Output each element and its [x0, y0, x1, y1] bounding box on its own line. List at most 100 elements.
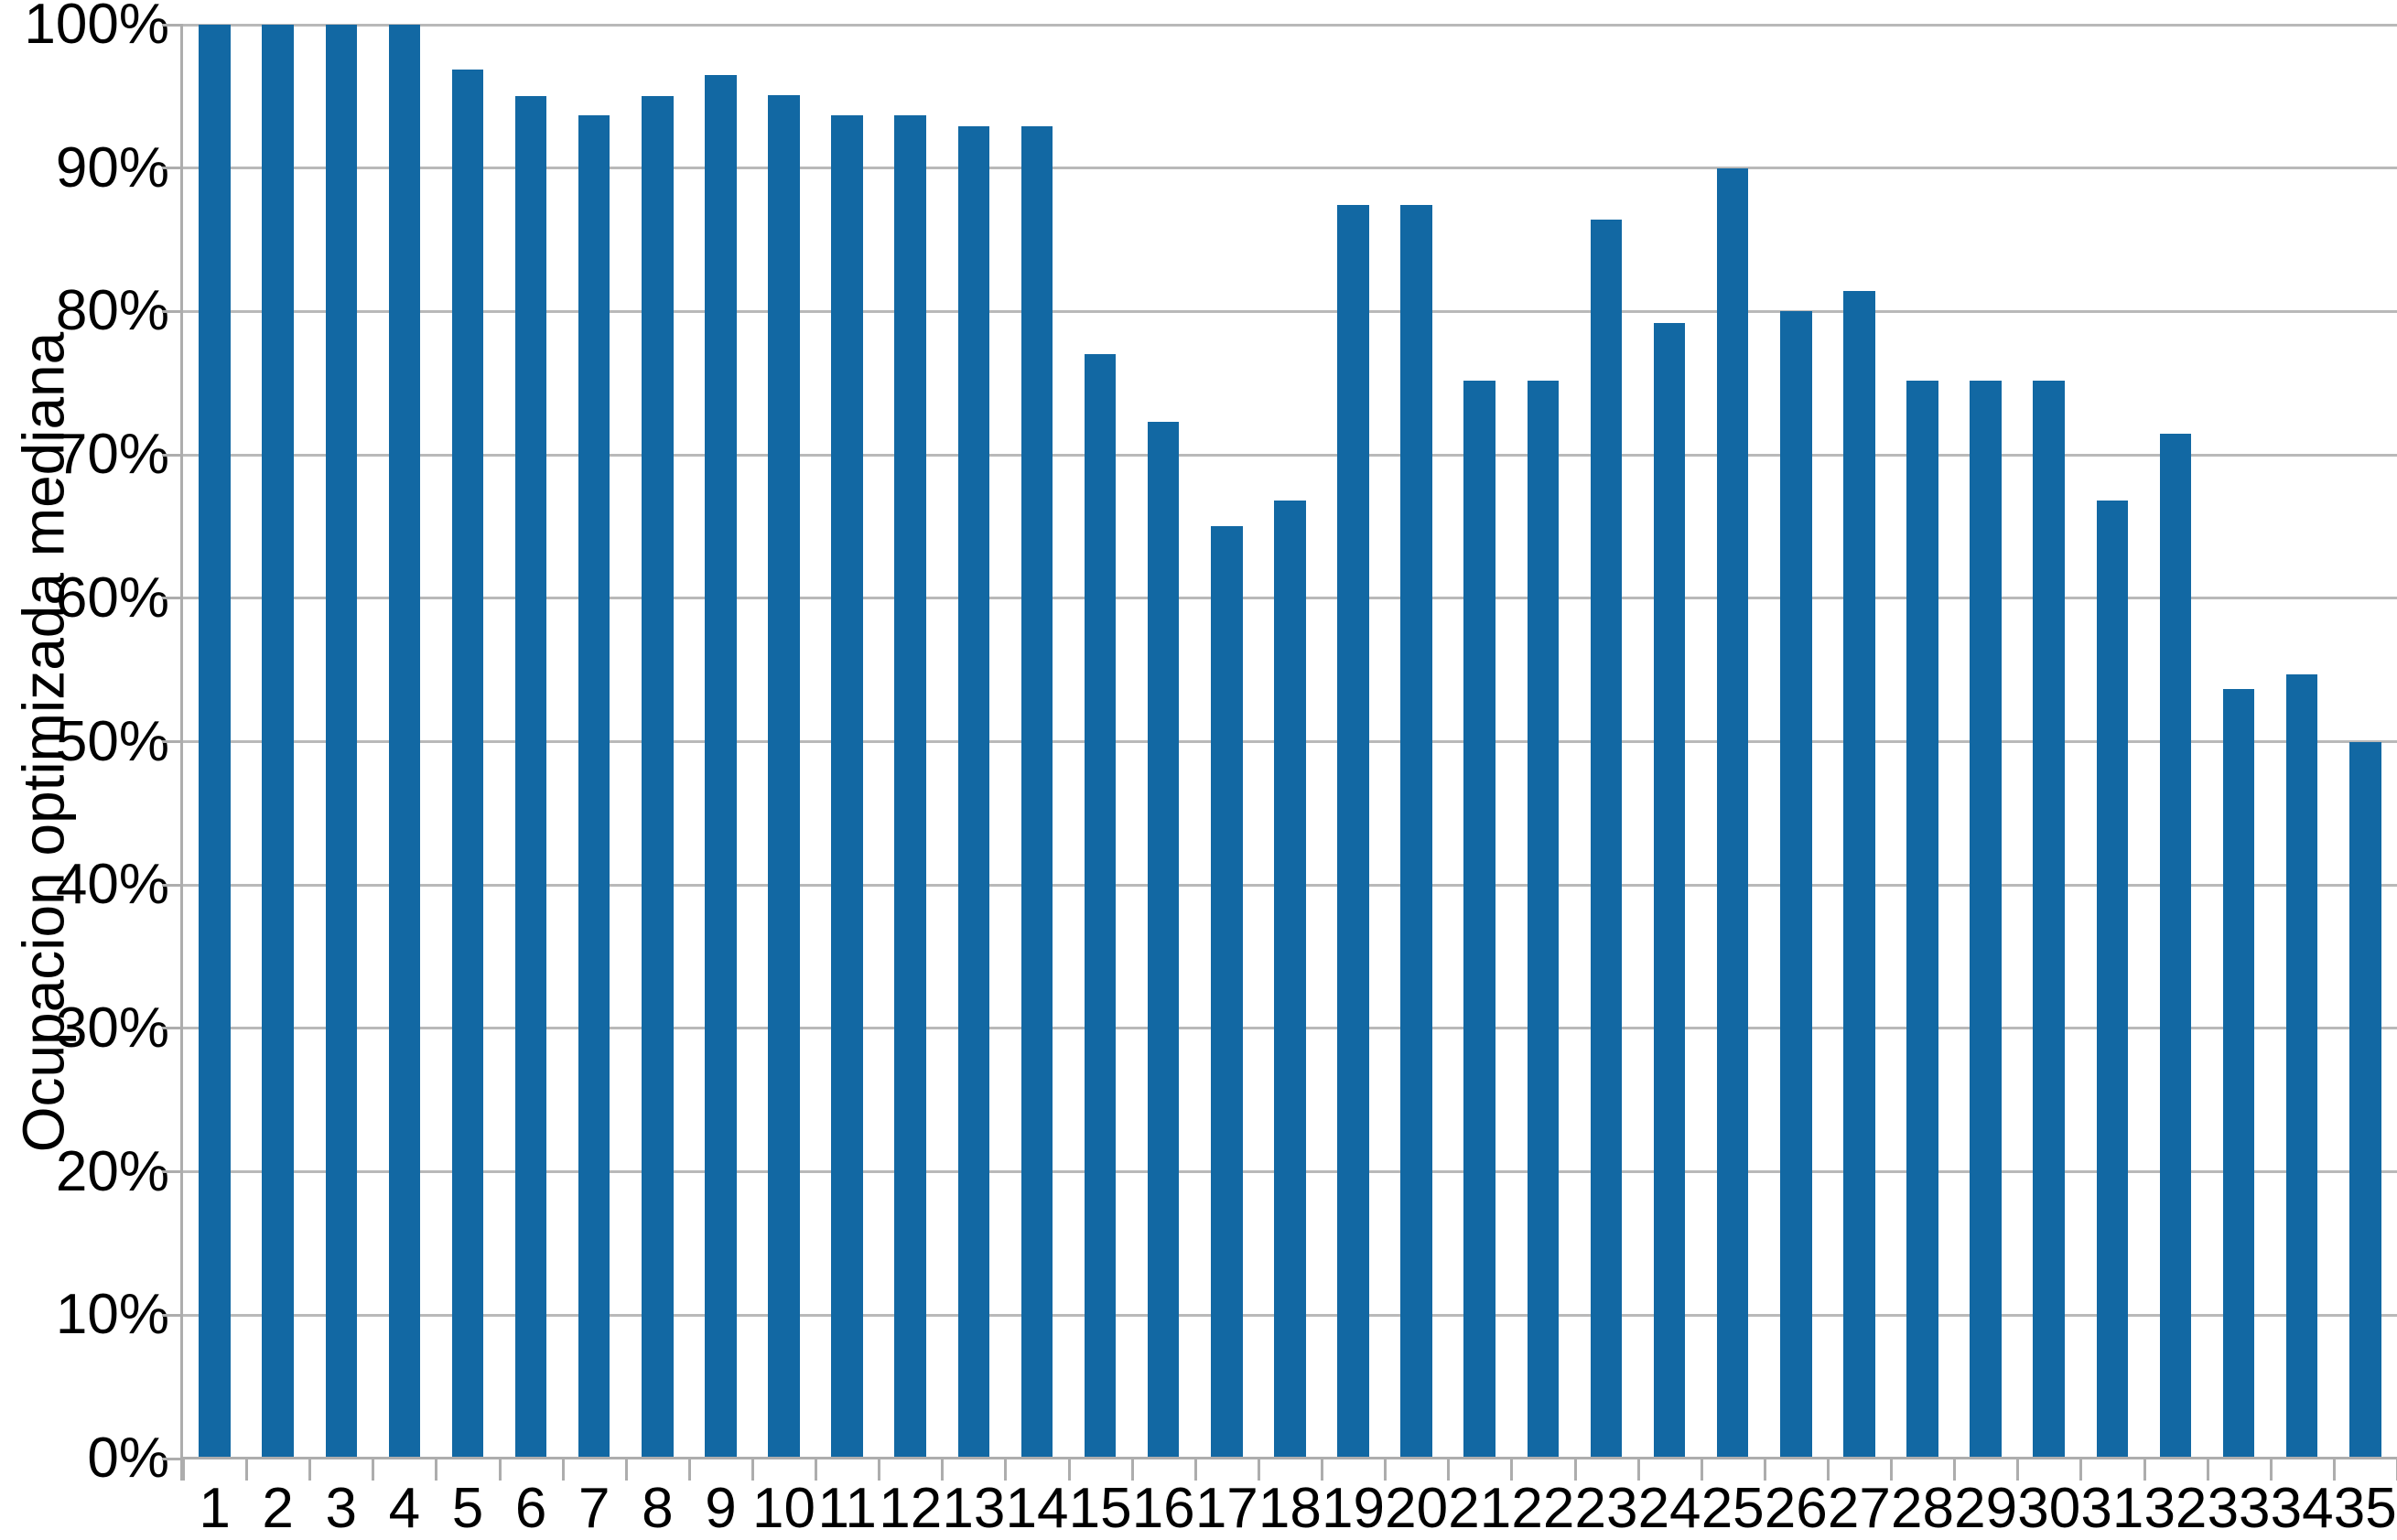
x-tick-label-24: 24: [1637, 1477, 1701, 1540]
category-19: [1322, 25, 1385, 1459]
x-tick-label-22: 22: [1511, 1477, 1575, 1540]
bar-5: [451, 69, 484, 1459]
category-30: [2017, 25, 2080, 1459]
bar-21: [1463, 380, 1496, 1459]
y-tick-90: [162, 167, 183, 170]
x-tick-label-1: 1: [199, 1477, 231, 1540]
category-22: [1511, 25, 1574, 1459]
bar-10: [768, 94, 800, 1459]
bar-26: [1780, 311, 1812, 1459]
x-tick-23: [1636, 1459, 1640, 1481]
x-tick-label-34: 34: [2270, 1477, 2334, 1540]
x-tick-30: [2079, 1459, 2083, 1481]
gridline-90: [183, 167, 2397, 170]
bar-27: [1843, 291, 1875, 1459]
category-25: [1701, 25, 1765, 1459]
x-tick-15: [1130, 1459, 1134, 1481]
category-21: [1448, 25, 1511, 1459]
bar-8: [642, 96, 674, 1459]
x-tick-label-26: 26: [1764, 1477, 1828, 1540]
bar-31: [2096, 501, 2129, 1459]
bar-2: [262, 25, 294, 1459]
category-9: [689, 25, 752, 1459]
x-tick-label-6: 6: [514, 1477, 547, 1540]
x-tick-label-14: 14: [1005, 1477, 1069, 1540]
x-tick-2: [308, 1459, 312, 1481]
y-tick-label-70: 70%: [55, 423, 169, 487]
bar-23: [1590, 220, 1623, 1459]
bar-24: [1653, 322, 1686, 1459]
x-tick-24: [1700, 1459, 1703, 1481]
bar-33: [2222, 688, 2255, 1459]
x-tick-12: [941, 1459, 945, 1481]
category-11: [815, 25, 879, 1459]
x-tick-29: [2016, 1459, 2020, 1481]
x-tick-34: [2332, 1459, 2336, 1481]
category-17: [1195, 25, 1258, 1459]
bar-7: [578, 114, 610, 1459]
x-tick-8: [687, 1459, 691, 1481]
x-tick-label-28: 28: [1891, 1477, 1954, 1540]
y-tick-40: [162, 883, 183, 887]
x-tick-0: [182, 1459, 185, 1481]
bar-9: [705, 74, 737, 1459]
x-tick-6: [561, 1459, 565, 1481]
gridline-100: [183, 23, 2397, 27]
category-14: [1005, 25, 1068, 1459]
x-tick-label-15: 15: [1068, 1477, 1132, 1540]
y-tick-100: [162, 23, 183, 27]
x-tick-27: [1890, 1459, 1894, 1481]
x-axis-line: [180, 1457, 2397, 1459]
category-16: [1132, 25, 1195, 1459]
x-tick-label-12: 12: [879, 1477, 943, 1540]
x-tick-4: [435, 1459, 438, 1481]
category-6: [500, 25, 563, 1459]
x-tick-7: [624, 1459, 628, 1481]
bar-29: [1970, 380, 2002, 1459]
category-31: [2080, 25, 2143, 1459]
category-26: [1765, 25, 1828, 1459]
y-tick-label-0: 0%: [87, 1427, 169, 1490]
bar-12: [894, 114, 927, 1459]
bar-22: [1527, 380, 1560, 1459]
x-tick-21: [1510, 1459, 1514, 1481]
x-tick-label-21: 21: [1448, 1477, 1512, 1540]
category-13: [942, 25, 1005, 1459]
bar-14: [1020, 126, 1053, 1459]
bar-4: [388, 25, 421, 1459]
x-tick-5: [498, 1459, 502, 1481]
y-tick-label-60: 60%: [55, 565, 169, 630]
x-tick-32: [2206, 1459, 2209, 1481]
x-tick-25: [1763, 1459, 1766, 1481]
x-tick-31: [2143, 1459, 2146, 1481]
category-34: [2271, 25, 2334, 1459]
bar-11: [831, 114, 863, 1459]
y-tick-label-90: 90%: [55, 135, 169, 199]
y-tick-label-40: 40%: [55, 853, 169, 917]
x-tick-label-30: 30: [2017, 1477, 2081, 1540]
category-7: [563, 25, 626, 1459]
y-axis-line: [180, 25, 183, 1481]
x-tick-label-8: 8: [642, 1477, 674, 1540]
y-tick-label-10: 10%: [55, 1283, 169, 1347]
bar-series: [183, 25, 2397, 1459]
x-tick-label-19: 19: [1322, 1477, 1385, 1540]
x-tick-label-25: 25: [1701, 1477, 1765, 1540]
category-24: [1638, 25, 1701, 1459]
x-tick-17: [1257, 1459, 1260, 1481]
x-tick-label-27: 27: [1827, 1477, 1891, 1540]
x-tick-14: [1067, 1459, 1071, 1481]
y-tick-50: [162, 740, 183, 743]
category-12: [879, 25, 942, 1459]
bar-16: [1147, 422, 1180, 1459]
x-tick-19: [1384, 1459, 1387, 1481]
category-2: [246, 25, 309, 1459]
bar-3: [325, 25, 358, 1459]
category-4: [373, 25, 436, 1459]
category-27: [1828, 25, 1891, 1459]
bar-30: [2033, 380, 2065, 1459]
y-axis-tick-labels: 0% 10% 20% 30% 40% 50% 60% 70% 80% 90% 100%: [0, 0, 169, 1487]
bar-25: [1716, 167, 1749, 1459]
y-tick-60: [162, 597, 183, 600]
